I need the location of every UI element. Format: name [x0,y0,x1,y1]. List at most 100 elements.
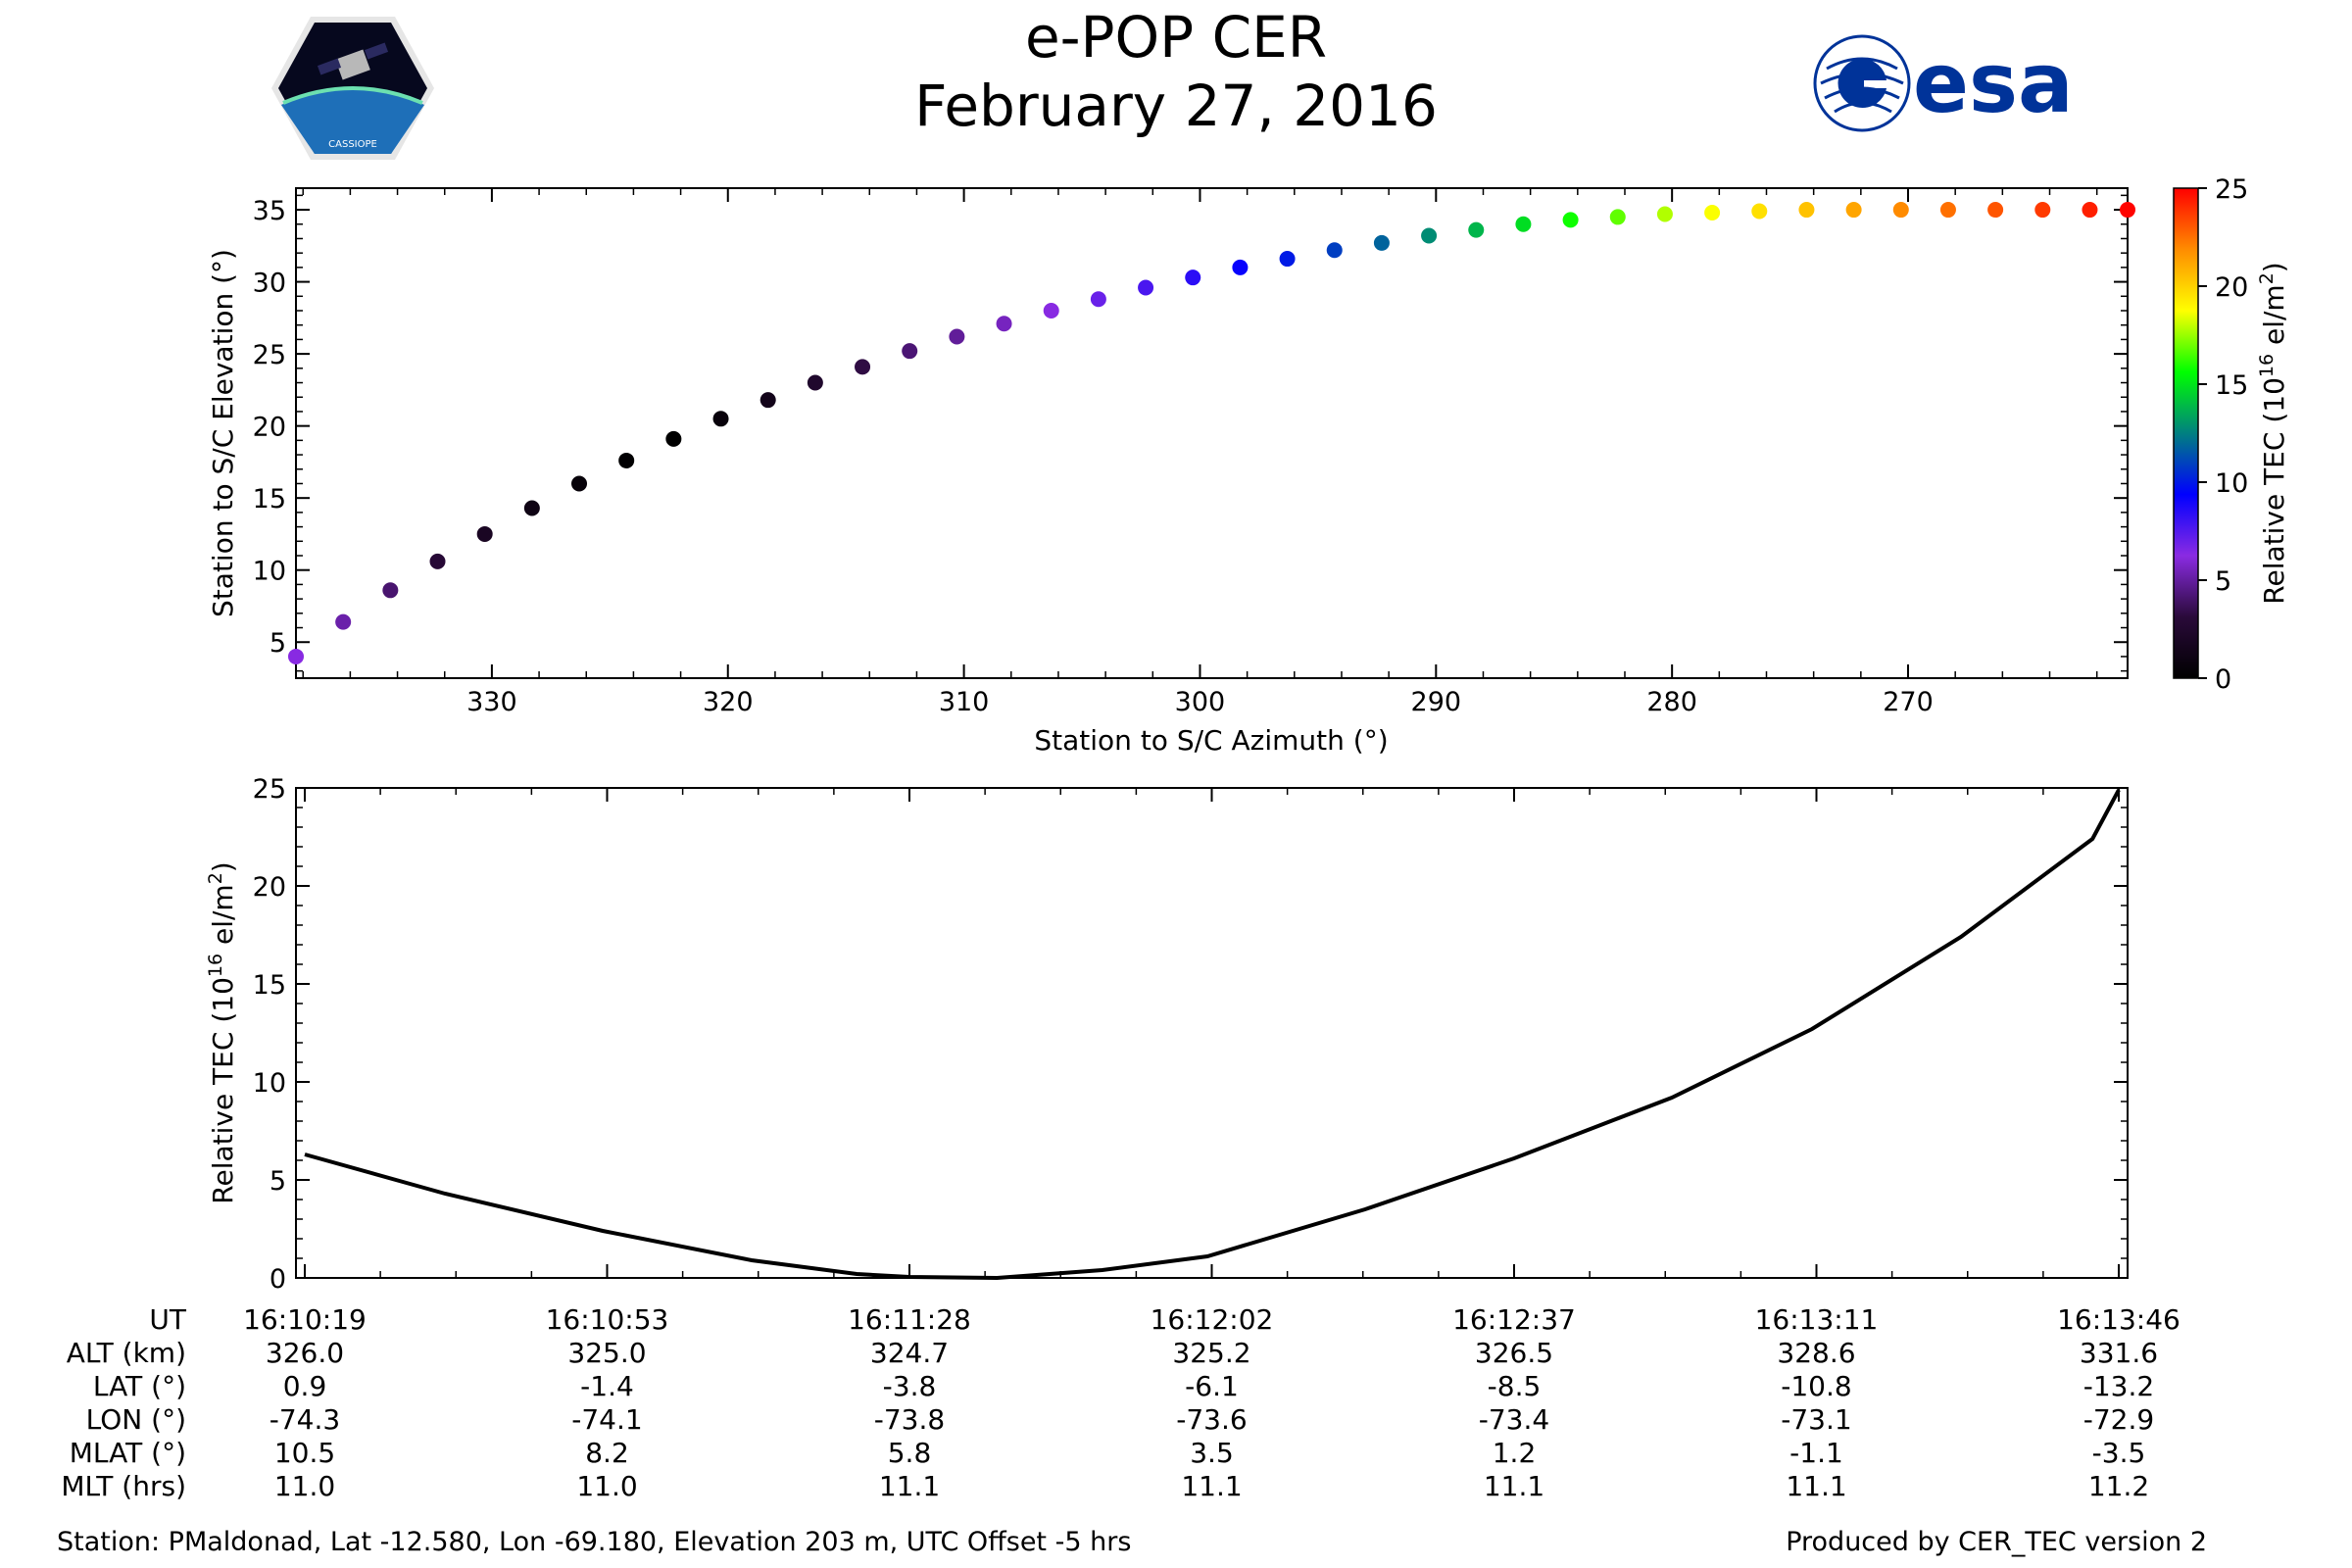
data-point [335,613,352,630]
table-cell: -1.1 [1789,1437,1843,1469]
y-axis-label: Station to S/C Elevation (°) [207,249,239,617]
produced-by: Produced by CER_TEC version 2 [1786,1527,2207,1557]
table-cell: -3.8 [882,1370,937,1402]
y-tick-label: 10 [253,557,286,587]
colorbar-tick-label: 5 [2215,566,2231,597]
bottom-y-tick-label: 15 [253,970,286,1001]
table-cell: -8.5 [1487,1370,1542,1402]
table-cell: 328.6 [1777,1337,1856,1369]
data-point [1515,216,1532,232]
x-tick-label: 320 [703,687,754,717]
table-cell: 326.0 [265,1337,345,1369]
bottom-y-tick-label: 25 [253,774,286,805]
table-cell: 16:11:28 [848,1303,971,1336]
table-row-label: MLT (hrs) [61,1470,186,1502]
data-point [1421,227,1438,244]
table-cell: -72.9 [2082,1403,2155,1436]
x-tick-label: 300 [1175,687,1226,717]
chart-title: e-POP CER [1024,4,1328,71]
table-cell: -73.6 [1176,1403,1248,1436]
plot-frame-bottom [295,787,2129,1279]
data-point [288,648,304,664]
data-point [1232,259,1249,275]
x-tick-label: 310 [939,687,990,717]
data-point [2120,202,2135,219]
table-cell: 11.2 [2087,1470,2150,1502]
table-cell: -13.2 [2082,1370,2155,1402]
station-info: Station: PMaldonad, Lat -12.580, Lon -69… [57,1527,1132,1557]
data-point [1279,251,1296,268]
data-point [1892,202,1909,219]
data-point [1751,203,1768,220]
table-cell: 16:12:37 [1452,1303,1576,1336]
data-point [1845,202,1862,219]
table-row-label: MLAT (°) [69,1437,186,1469]
data-point [1939,202,1956,219]
data-point [760,392,776,409]
table-cell: -74.1 [571,1403,643,1436]
table-cell: 5.8 [887,1437,932,1469]
y-tick-label: 30 [253,269,286,299]
table-cell: -73.4 [1478,1403,1550,1436]
table-cell: 325.2 [1172,1337,1251,1369]
colorbar [2173,187,2199,679]
data-point [382,582,399,599]
bottom-y-tick-label: 10 [253,1068,286,1099]
table-cell: -1.4 [580,1370,634,1402]
bottom-chart-ticks: 0 5 10 15 20 25 [253,774,2128,1294]
table-cell: 10.5 [273,1437,336,1469]
tec-series-line [304,789,2121,1281]
data-point [807,374,823,391]
table-cell: 16:13:46 [2057,1303,2180,1336]
data-point [2082,202,2098,219]
colorbar-tick-label: 20 [2215,272,2248,303]
bottom-y-tick-label: 20 [253,872,286,903]
data-point [1090,291,1106,308]
data-point [476,525,493,542]
data-point [2034,202,2051,219]
data-point [1656,206,1673,222]
table-cell: 326.5 [1474,1337,1554,1369]
table-cell: 11.1 [1181,1470,1243,1502]
table-cell: 16:10:53 [545,1303,669,1336]
chart-date: February 27, 2016 [914,73,1438,139]
table-cell: 1.2 [1492,1437,1537,1469]
table-cell: 16:10:19 [243,1303,367,1336]
table-cell: -3.5 [2091,1437,2146,1469]
table-cell: 3.5 [1190,1437,1234,1469]
data-point [902,343,918,360]
esa-logo: esa [1813,34,2074,132]
table-cell: -73.8 [873,1403,946,1436]
data-point [949,328,965,345]
data-point [1798,202,1815,219]
table-cell: 331.6 [2079,1337,2159,1369]
x-tick-label: 330 [466,687,517,717]
y-tick-label: 15 [253,484,286,514]
data-point [1987,202,2004,219]
data-point [1468,221,1485,238]
table-cell: 11.1 [1786,1470,1847,1502]
bottom-y-axis-label: Relative TEC (1016 el/m2) [205,861,239,1203]
colorbar-label: Relative TEC (1016 el/m2) [2256,262,2290,604]
table-cell: 11.1 [1483,1470,1545,1502]
table-cell: 0.9 [282,1370,327,1402]
elevation-azimuth-chart: 330 320 310 300 290 280 270 5 10 15 20 25 30 35 Stati… [207,174,2290,757]
data-point [523,500,540,516]
table-cell: 16:13:11 [1754,1303,1879,1336]
table-cell: 11.0 [576,1470,638,1502]
plot-frame [295,187,2129,679]
tec-time-chart: 0 5 10 15 20 25 Relative TEC (1016 el/m2) [205,774,2129,1294]
data-point [1562,212,1579,228]
table-cell: -74.3 [269,1403,341,1436]
cassiope-logo-text: CASSIOPE [328,139,377,150]
ephemeris-table: UT ALT (km) LAT (°) LON (°) MLAT (°) MLT (hrs… [0,1303,2352,1519]
table-row-label: LAT (°) [92,1370,186,1402]
y-tick-label: 35 [253,196,286,226]
table-cell: 11.0 [273,1470,336,1502]
top-chart-points [288,202,2135,664]
colorbar-tick-label: 0 [2215,664,2231,695]
y-tick-label: 20 [253,413,286,443]
table-cell: 324.7 [869,1337,950,1369]
data-point [712,411,729,427]
data-point [1609,209,1626,225]
